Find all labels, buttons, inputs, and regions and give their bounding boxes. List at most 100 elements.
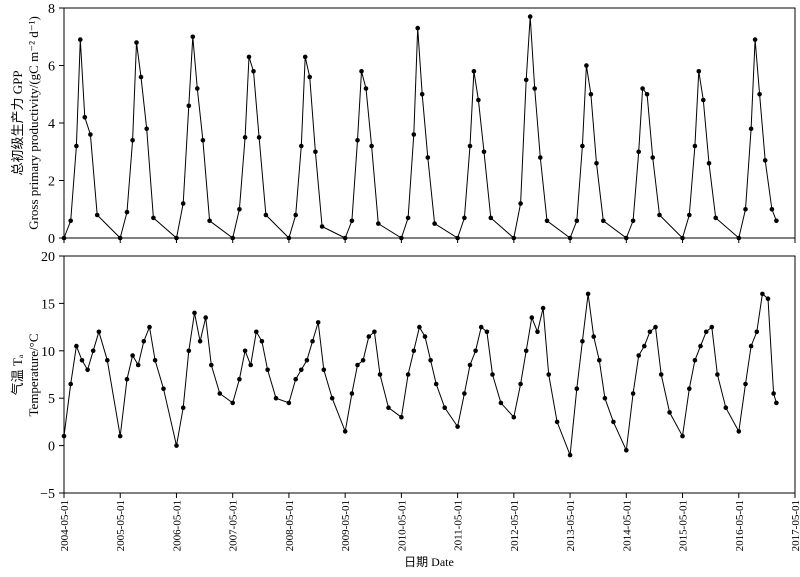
temperature-data-point — [467, 362, 473, 368]
gpp-data-point — [359, 69, 364, 74]
gpp-data-point — [299, 143, 304, 149]
gpp-data-point — [650, 155, 655, 160]
gpp-data-point — [74, 143, 79, 149]
gpp-data-point — [743, 207, 748, 212]
temperature-data-point — [433, 381, 439, 387]
temperature-data-point — [771, 391, 776, 396]
gpp-data-point — [174, 235, 179, 241]
temperature-data-point — [79, 358, 85, 363]
gpp-data-point — [574, 218, 580, 224]
temperature-data-point — [653, 324, 658, 330]
temperature-data-point — [554, 419, 560, 425]
temperature-data-point — [462, 391, 467, 396]
temperature-data-point — [74, 343, 79, 349]
gpp-data-point — [186, 103, 192, 109]
gpp-data-point — [762, 158, 768, 163]
gpp-data-point — [246, 54, 252, 60]
temperature-data-point — [141, 339, 147, 344]
gpp-data-point — [774, 218, 779, 224]
temperature-data-point — [152, 358, 158, 363]
temperature-data-point — [478, 324, 484, 330]
temperature-data-point — [703, 329, 709, 335]
gpp-y-tick-label: 2 — [48, 175, 55, 190]
temperature-data-point — [68, 381, 73, 387]
gpp-data-point — [594, 161, 599, 166]
temperature-y-axis-label-en: Temperature/°C — [26, 334, 41, 417]
gpp-data-point — [518, 201, 523, 206]
temperature-data-point — [574, 386, 580, 392]
temperature-data-point — [736, 429, 742, 434]
x-tick-label: 2011-05-01 — [453, 500, 465, 551]
gpp-data-point — [523, 77, 529, 83]
x-tick-label: 2017-05-01 — [790, 500, 800, 551]
gpp-data-point — [256, 135, 262, 140]
temperature-data-point — [490, 372, 495, 377]
temperature-data-point — [602, 395, 608, 401]
gpp-data-point — [425, 155, 431, 160]
gpp-data-point — [636, 149, 641, 155]
temperature-data-point — [186, 348, 192, 354]
temperature-data-point — [624, 448, 629, 453]
temperature-x-axis: 2004-05-01 2005-05-01 2006-05-01 2007-05-01… — [59, 493, 800, 551]
gpp-data-point — [151, 215, 156, 221]
gpp-data-point — [61, 235, 67, 241]
temperature-data-point — [709, 324, 715, 330]
gpp-data-point — [237, 207, 242, 212]
x-tick-label: 2009-05-01 — [340, 500, 352, 551]
gpp-data-point — [630, 218, 636, 224]
x-tick-label: 2012-05-01 — [509, 500, 521, 551]
gpp-data-point — [644, 92, 650, 97]
x-axis-label: 日期 Date — [404, 555, 454, 569]
temperature-data-point — [85, 367, 90, 373]
gpp-data-point — [584, 63, 589, 68]
gpp-data-point — [601, 218, 606, 224]
gpp-data-point — [488, 215, 494, 221]
temperature-data-point — [117, 433, 123, 439]
x-tick-label: 2016-05-01 — [734, 500, 746, 551]
temperature-data-point — [580, 339, 585, 344]
temperature-data-point — [286, 400, 292, 406]
temperature-data-point — [642, 343, 647, 349]
temperature-data-point — [428, 358, 433, 363]
temperature-series-line — [63, 292, 777, 456]
gpp-data-point — [117, 235, 123, 241]
temperature-data-point — [411, 348, 417, 354]
gpp-data-point — [580, 143, 585, 149]
temperature-panel: −5 0 5 10 15 20 2004-05-01 2005-05-01 2006-05-0… — [10, 250, 800, 569]
temperature-data-point — [248, 362, 253, 368]
temperature-data-point — [484, 329, 490, 335]
temperature-y-tick-label: 20 — [41, 250, 55, 265]
gpp-y-axis-label-cn: 总初级生产力 GPP — [10, 70, 25, 175]
gpp-data-point — [657, 212, 662, 218]
gpp-data-point — [467, 143, 473, 149]
x-tick-label: 2008-05-01 — [284, 500, 296, 551]
temperature-y-axis-label-cn: 气温 Tₐ — [10, 354, 25, 395]
gpp-data-point — [588, 92, 594, 97]
temperature-data-point — [377, 372, 383, 377]
temperature-data-point — [161, 386, 166, 392]
temperature-data-point — [321, 367, 327, 373]
gpp-data-point — [251, 69, 256, 74]
gpp-data-point — [748, 126, 754, 132]
gpp-data-point — [713, 215, 718, 221]
temperature-data-point — [540, 305, 546, 311]
gpp-data-point — [511, 235, 517, 241]
temperature-data-point — [523, 348, 529, 354]
gpp-data-point — [342, 235, 348, 241]
temperature-data-point — [349, 391, 355, 396]
temperature-y-tick-label: 10 — [41, 345, 55, 360]
x-tick-label: 2013-05-01 — [565, 500, 577, 551]
temperature-data-point — [748, 343, 754, 349]
temperature-data-point — [647, 329, 653, 335]
gpp-data-point — [124, 209, 130, 215]
gpp-data-point — [692, 143, 698, 149]
temperature-data-point — [372, 329, 377, 335]
temperature-data-point — [511, 414, 517, 420]
gpp-data-point — [432, 221, 437, 226]
gpp-data-point — [736, 235, 742, 241]
gpp-data-point — [696, 69, 702, 74]
temperature-data-point — [253, 329, 259, 335]
temperature-data-point — [442, 405, 448, 411]
gpp-series-line — [63, 16, 777, 239]
